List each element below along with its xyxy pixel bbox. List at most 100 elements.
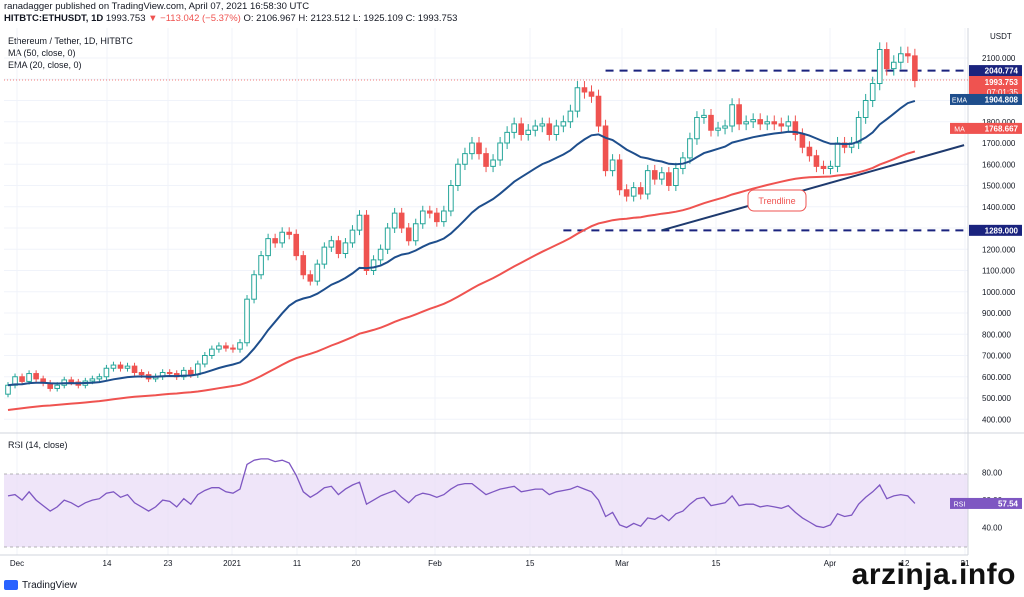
low-text: L: 1925.109 [352,13,403,24]
candle-up [532,125,539,131]
ema20-line [7,99,916,387]
candle-up [701,114,707,118]
candle-down [335,240,342,254]
candle-up [349,229,356,244]
candle-up [834,142,841,167]
rsi-band [4,474,968,547]
candle-up [265,238,271,257]
price-tick: 400.000 [982,415,1011,424]
candle-up [525,129,532,135]
candle-up [567,110,574,123]
ema-badge: 1904.808 [985,95,1019,104]
tradingview-icon [4,580,18,591]
time-tick: Mar [615,559,629,568]
rsi-line [7,458,916,529]
candle-up [356,214,363,231]
price-tick: 1400.000 [982,203,1016,212]
candle-up [876,49,883,84]
time-tick: 20 [352,559,361,568]
candle-down [912,55,918,82]
candle-up [124,365,131,369]
candle-down [187,369,194,376]
candle-down [792,121,799,135]
price-tick: 600.000 [982,373,1011,382]
candle-up [180,369,187,378]
last-price-badge-bg [969,76,1022,97]
candle-down [588,91,595,97]
time-tick: 15 [526,559,535,568]
candle-down [771,121,778,125]
candle-up [103,367,110,378]
candle-up [412,223,419,242]
price-tick: 500.000 [982,394,1011,403]
ema-tag: EMA [952,97,968,104]
change-text: ▼ −113.042 (−5.37%) [148,13,241,24]
candle-down [651,170,658,180]
candle-up [455,163,461,186]
candle-down [813,155,820,167]
candle-up [630,187,637,197]
candle-up [743,121,749,125]
ma-tag: MA [954,126,965,133]
candle-down [623,189,630,197]
price-unit: USDT [990,32,1012,41]
candle-up [110,364,117,369]
ma50-line [7,150,916,411]
candle-up [237,342,243,350]
candle-up [497,142,503,161]
legend-ema: EMA (20, close, 0) [8,60,82,70]
candle-down [405,227,412,242]
candle-up [869,83,876,101]
candle-up [827,165,834,169]
candle-down [434,212,440,223]
candle-up [370,259,377,271]
legend-ma: MA (50, close, 0) [8,48,76,58]
candle-up [321,246,328,265]
candle-down [398,212,405,229]
price-tick: 1800.000 [982,118,1016,127]
candle-down [637,187,644,195]
price-tick: 900.000 [982,309,1011,318]
candle-up [729,104,735,127]
candle-up [209,348,215,356]
tradingview-label: TradingView [22,580,78,591]
candle-up [553,125,560,135]
candle-up [750,119,756,123]
candle-up [202,355,208,365]
resistance-badge: 2040.774 [985,67,1019,76]
candle-up [715,127,721,131]
high-text: H: 2123.512 [298,13,351,24]
time-tick: 2021 [223,559,241,568]
support-badge-bg [969,224,1022,236]
candle-up [279,231,285,244]
candle-up [855,117,862,144]
time-tick: 14 [103,559,112,568]
time-tick: Dec [10,559,24,568]
candle-up [687,138,693,159]
tradingview-logo[interactable]: TradingView [4,580,77,591]
candle-up [644,170,651,195]
candle-up [490,159,496,167]
candle-down [68,379,75,383]
level-lines [563,69,968,232]
candle-down [166,372,173,375]
time-tick: Apr [824,559,837,568]
ma-badge-bg [969,122,1022,134]
candle-up [504,131,510,144]
price-tick: 1200.000 [982,245,1016,254]
price-tick: 1000.000 [982,288,1016,297]
candle-down [883,49,890,70]
trendline: Trendline [661,144,965,232]
candle-up [764,121,771,125]
candle-up [391,212,398,229]
candle-down [806,146,813,157]
candle-down [138,372,145,376]
ema-badge-bg [969,93,1022,105]
candle-up [462,153,468,165]
ema-tag-bg [950,93,969,105]
candle-down [757,119,764,125]
candle-down [19,376,25,382]
candle-up [574,87,581,112]
